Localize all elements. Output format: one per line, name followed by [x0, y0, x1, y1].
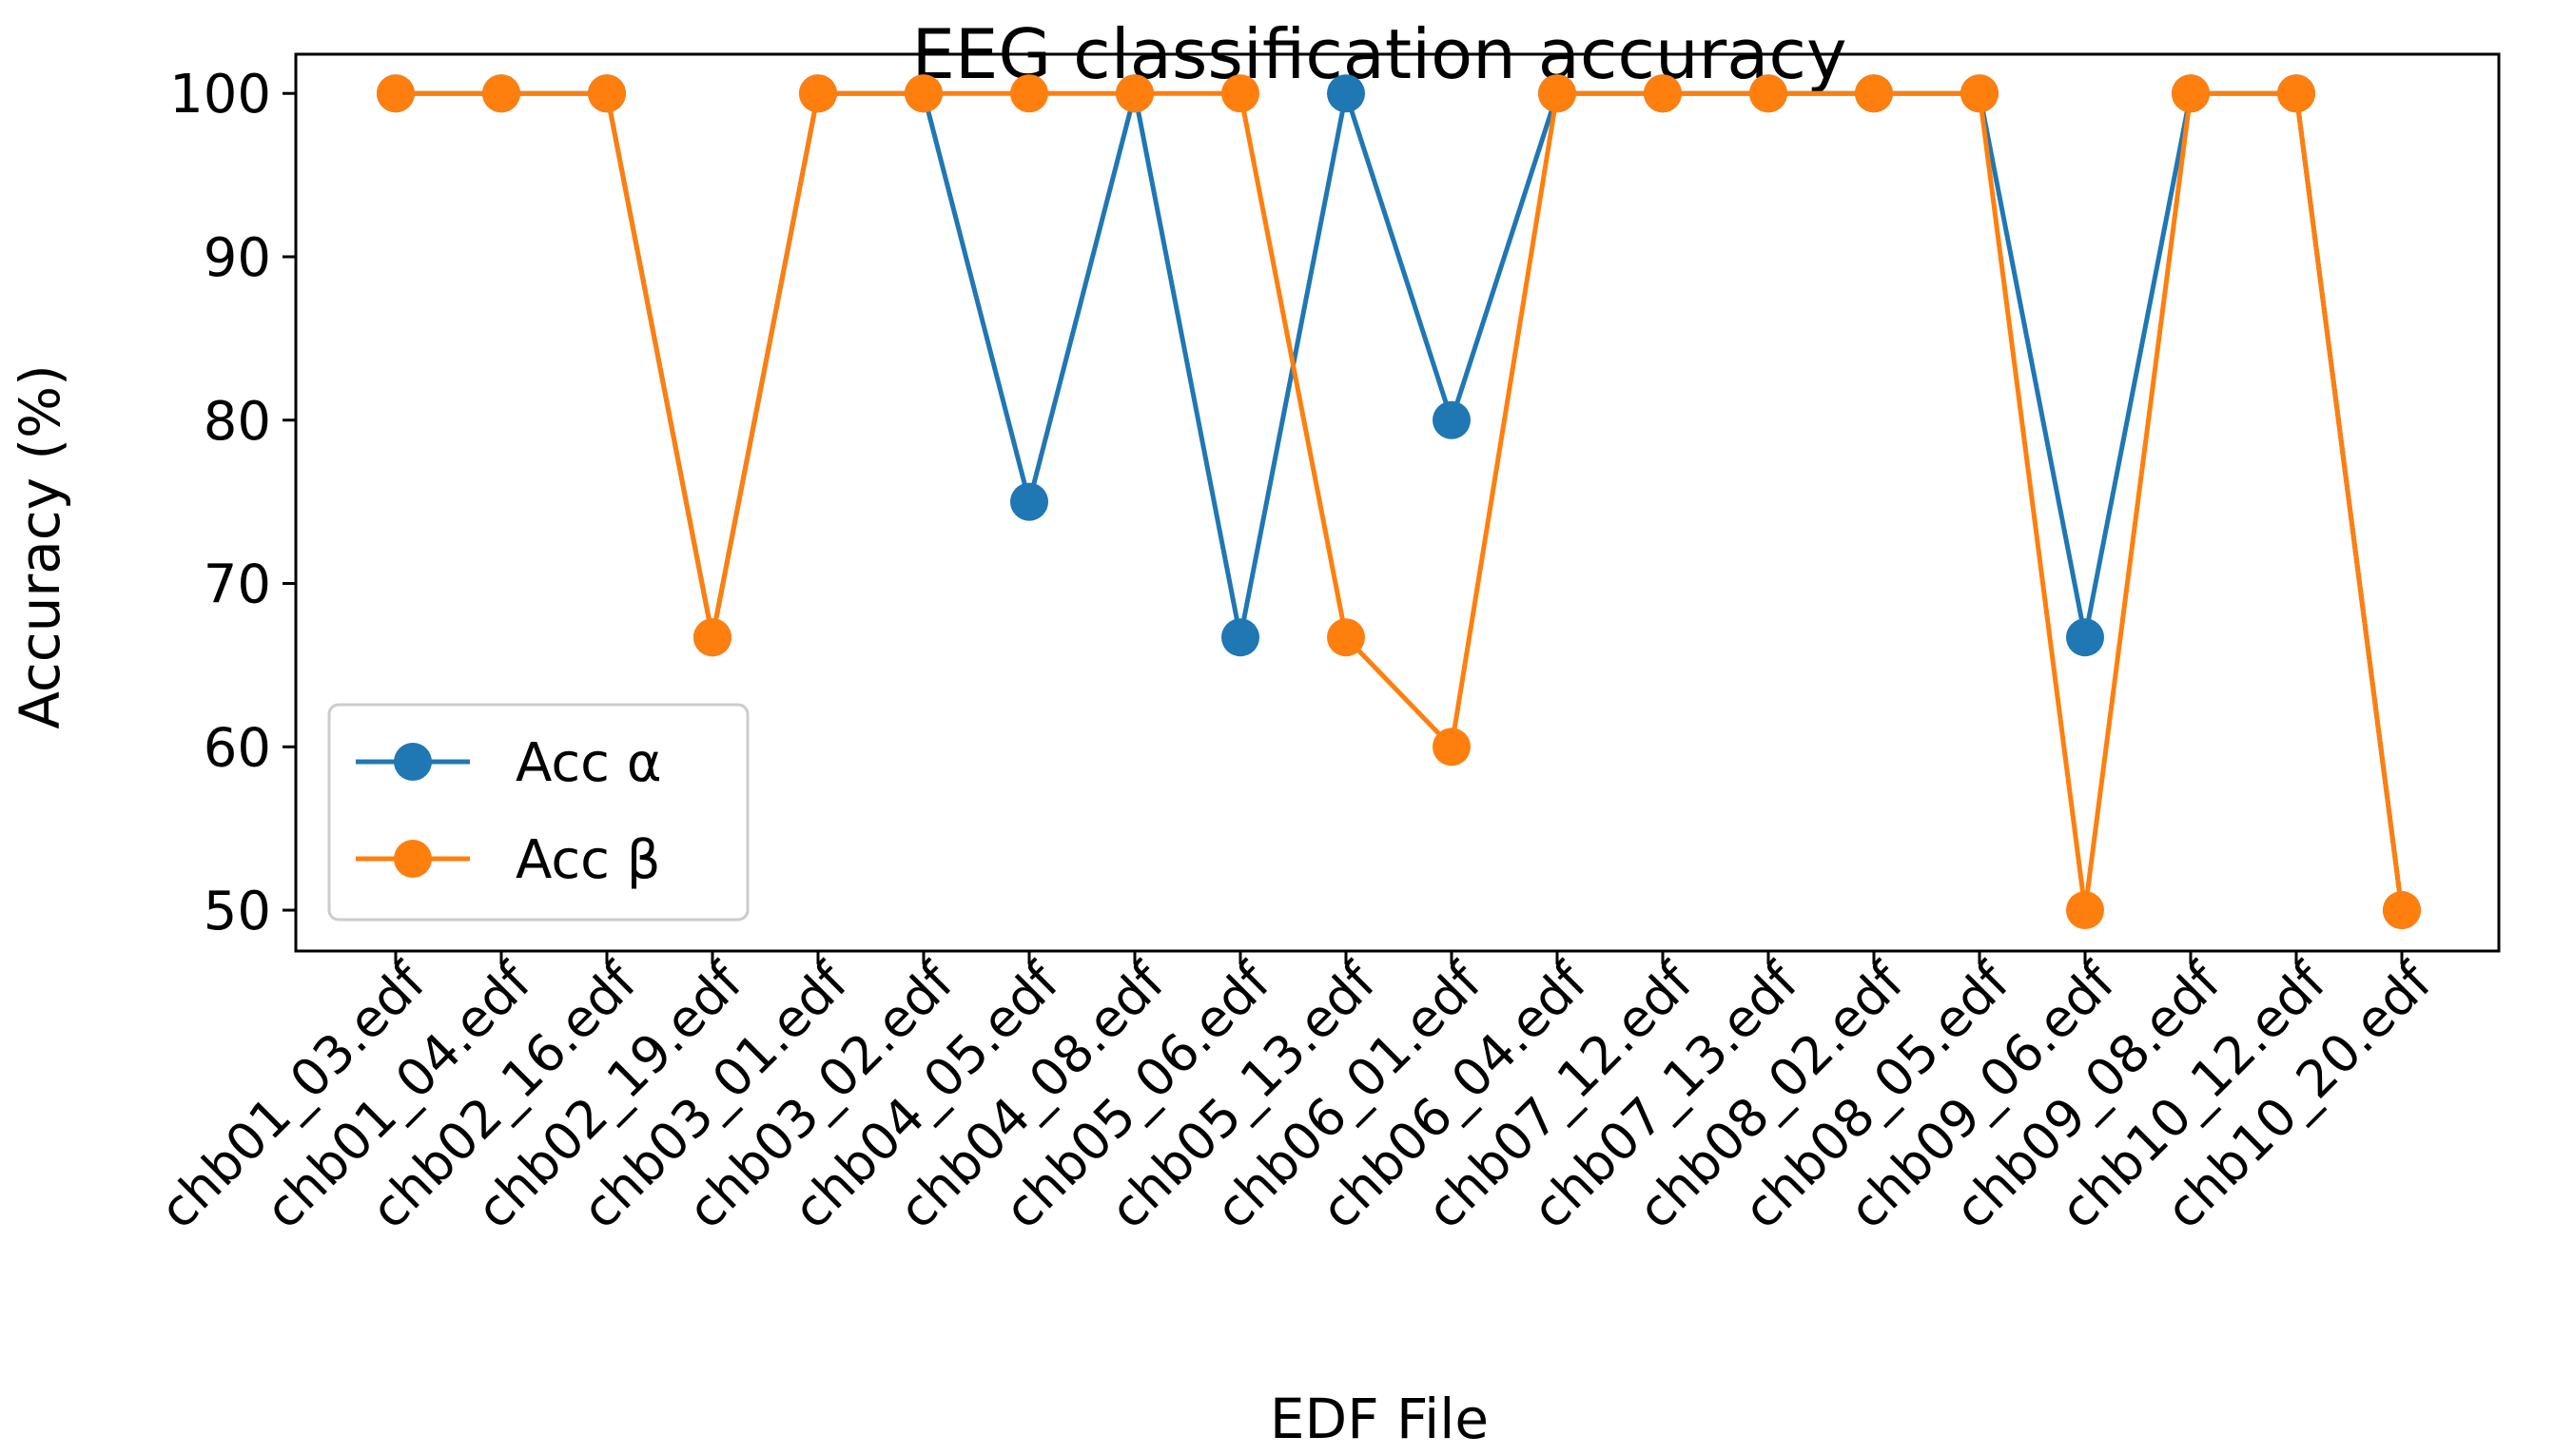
y-tick-label: 100	[169, 64, 271, 126]
series-1-point	[1010, 482, 1048, 521]
series-1-point	[1433, 400, 1471, 439]
series-2-point	[377, 74, 415, 113]
series-2-point	[2172, 74, 2210, 113]
series-2-point	[905, 74, 943, 113]
series-2-point	[1327, 618, 1365, 657]
y-tick-label: 50	[204, 881, 271, 942]
series-2-point	[482, 74, 520, 113]
y-axis-label: Accuracy (%)	[8, 364, 72, 729]
series-2-point	[1433, 728, 1471, 767]
x-axis-label: EDF File	[1270, 1387, 1489, 1451]
series-2-point	[2383, 891, 2421, 930]
legend-label-1: Acc α	[516, 732, 662, 794]
series-line-2	[396, 90, 2405, 913]
series-2-point	[1010, 74, 1048, 113]
series-1-point	[1327, 74, 1365, 113]
series-2-point	[1116, 74, 1154, 113]
series-2-point	[1749, 74, 1787, 113]
series-2-point	[2066, 891, 2104, 930]
legend-box	[327, 703, 750, 922]
series-2-point	[2277, 74, 2315, 113]
series-1-point	[2066, 618, 2104, 657]
legend-swatch-marker-2	[394, 840, 432, 878]
series-2-point	[1855, 74, 1893, 113]
series-1-point	[1221, 618, 1259, 657]
y-tick-label: 80	[204, 391, 271, 453]
series-2-point	[1221, 74, 1259, 113]
y-tick-label: 60	[204, 717, 271, 779]
legend-swatch-marker-1	[394, 743, 432, 781]
series-2-point	[693, 618, 731, 657]
axes-frame	[294, 52, 2501, 953]
series-2-point	[799, 74, 837, 113]
series-2-point	[1960, 74, 1999, 113]
series-2-point	[588, 74, 626, 113]
y-tick-label: 90	[204, 227, 271, 289]
series-2-point	[1644, 74, 1682, 113]
y-tick-label: 70	[204, 554, 271, 616]
legend-label-2: Acc β	[516, 829, 660, 891]
plot-area: 5060708090100chb01_03.edfchb01_04.edfchb…	[148, 52, 2501, 1240]
series-2-point	[1538, 74, 1576, 113]
